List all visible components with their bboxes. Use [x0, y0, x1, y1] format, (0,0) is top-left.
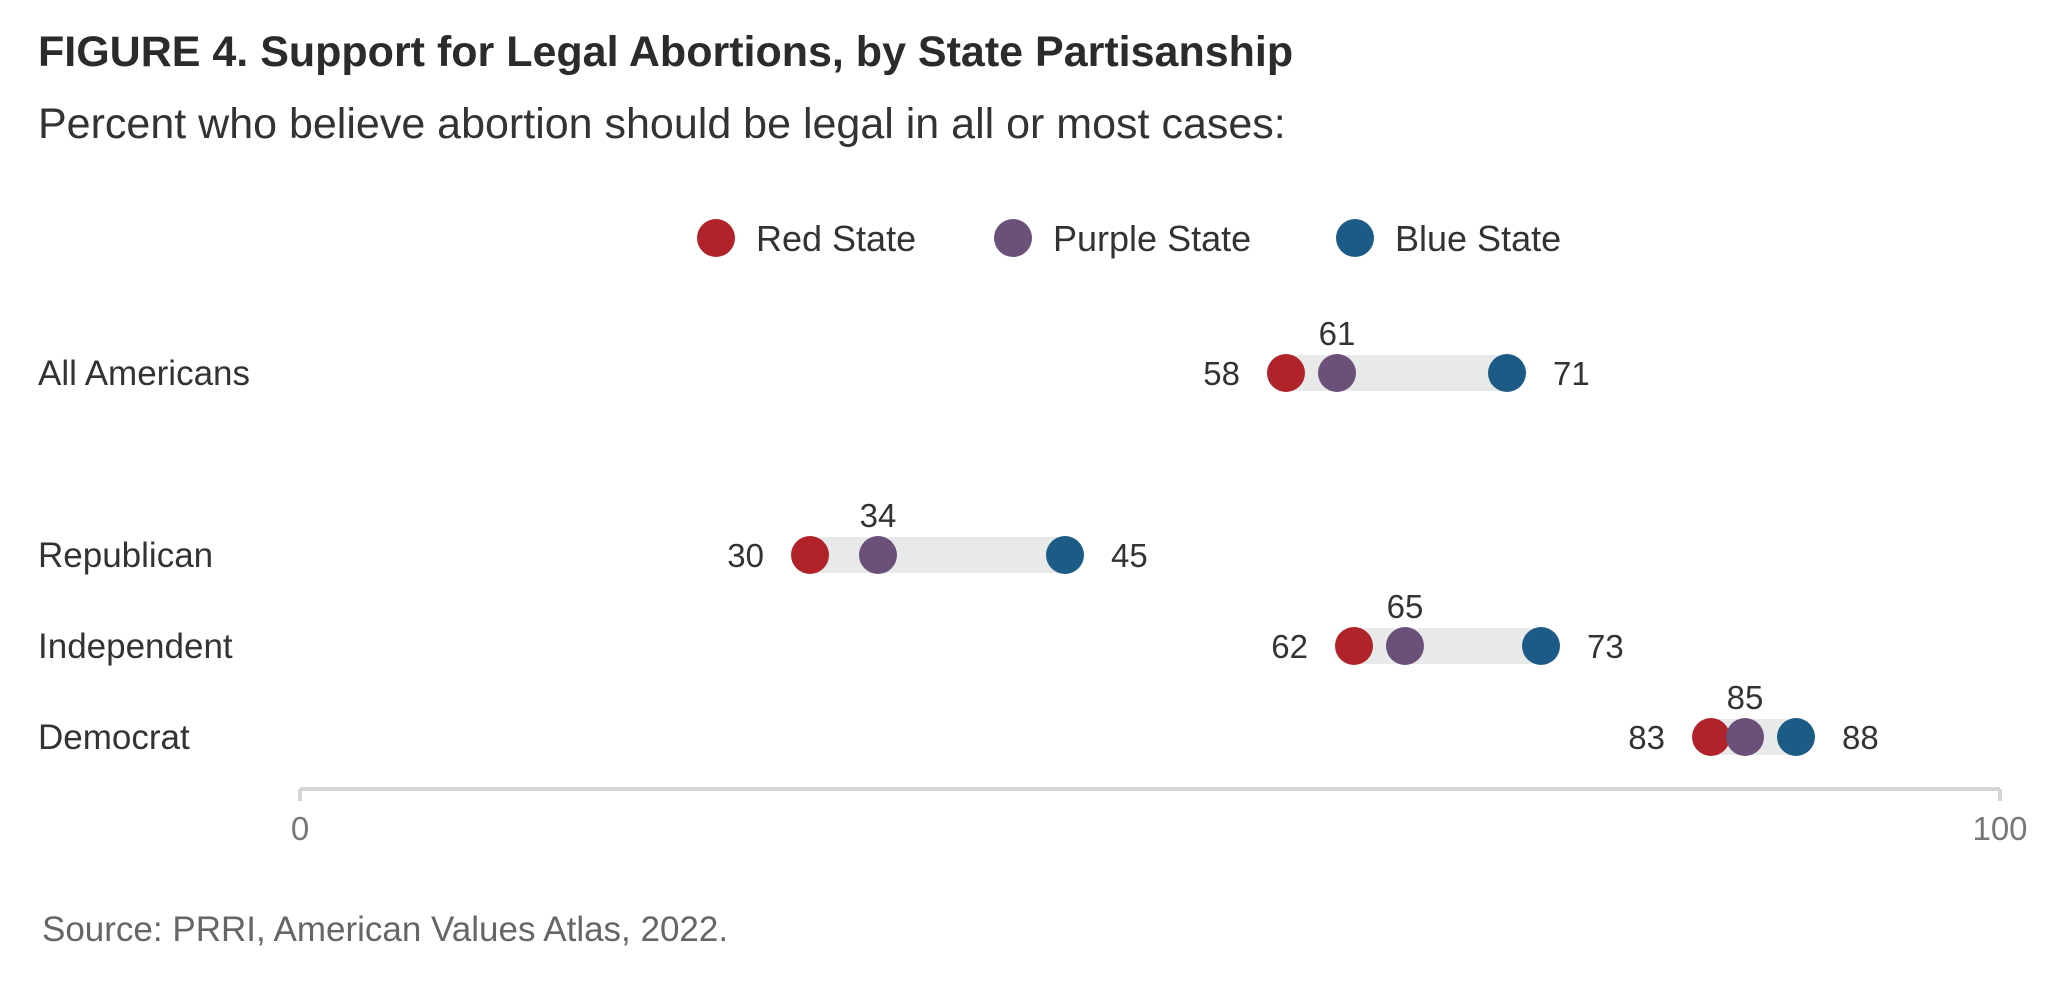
point-independent-red-state — [1335, 627, 1373, 665]
x-axis: 0 100 — [291, 787, 2028, 847]
value-label-democrat-red-state: 83 — [1628, 719, 1665, 756]
range-bar-independent — [1354, 628, 1541, 664]
category-label-republican: Republican — [38, 536, 213, 575]
value-label-independent-red-state: 62 — [1271, 628, 1308, 665]
value-label-democrat-purple-state: 85 — [1727, 679, 1764, 716]
point-democrat-blue-state — [1777, 718, 1815, 756]
point-all-americans-red-state — [1267, 354, 1305, 392]
data-points — [791, 354, 1815, 756]
point-democrat-red-state — [1692, 718, 1730, 756]
value-label-all-americans-blue-state: 71 — [1553, 355, 1590, 392]
point-all-americans-blue-state — [1488, 354, 1526, 392]
point-all-americans-purple-state — [1318, 354, 1356, 392]
legend-label-purple-state: Purple State — [1053, 218, 1251, 259]
value-label-republican-blue-state: 45 — [1111, 537, 1148, 574]
legend: Red State Purple State Blue State — [697, 218, 1561, 259]
source-note: Source: PRRI, American Values Atlas, 202… — [42, 910, 729, 949]
value-label-republican-purple-state: 34 — [860, 497, 897, 534]
chart-subtitle: Percent who believe abortion should be l… — [38, 100, 1286, 148]
x-tick-label-0: 0 — [291, 810, 309, 847]
legend-label-red-state: Red State — [756, 218, 916, 259]
point-independent-purple-state — [1386, 627, 1424, 665]
point-republican-purple-state — [859, 536, 897, 574]
category-label-democrat: Democrat — [38, 718, 190, 757]
x-tick-label-1: 100 — [1972, 810, 2027, 847]
range-bars — [810, 355, 1796, 755]
range-bar-republican — [810, 537, 1065, 573]
point-republican-red-state — [791, 536, 829, 574]
chart-title: FIGURE 4. Support for Legal Abortions, b… — [38, 28, 1294, 76]
category-label-independent: Independent — [38, 627, 233, 666]
legend-marker-red-state — [697, 219, 735, 257]
point-independent-blue-state — [1522, 627, 1560, 665]
value-label-republican-red-state: 30 — [727, 537, 764, 574]
legend-label-blue-state: Blue State — [1395, 218, 1561, 259]
value-label-all-americans-red-state: 58 — [1203, 355, 1240, 392]
data-labels: 58 61 71 30 34 45 62 65 73 83 85 88 — [727, 315, 1878, 756]
value-label-democrat-blue-state: 88 — [1842, 719, 1879, 756]
point-republican-blue-state — [1046, 536, 1084, 574]
legend-marker-purple-state — [994, 219, 1032, 257]
category-label-all-americans: All Americans — [38, 354, 250, 393]
value-label-all-americans-purple-state: 61 — [1319, 315, 1356, 352]
value-label-independent-purple-state: 65 — [1387, 588, 1424, 625]
category-labels: All Americans Republican Independent Democr… — [38, 354, 250, 757]
point-democrat-purple-state — [1726, 718, 1764, 756]
legend-marker-blue-state — [1336, 219, 1374, 257]
value-label-independent-blue-state: 73 — [1587, 628, 1624, 665]
